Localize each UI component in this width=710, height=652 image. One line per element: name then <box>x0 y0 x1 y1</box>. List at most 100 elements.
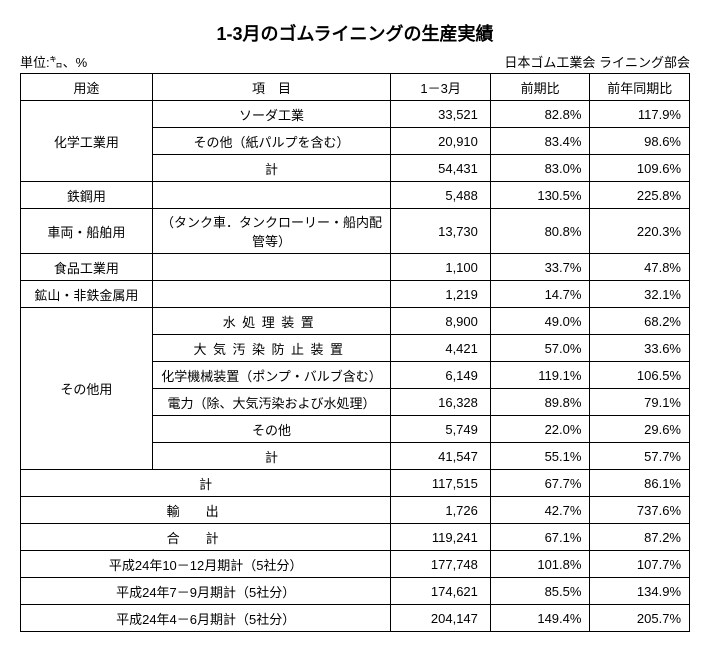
unit-label: 単位:㌔、% <box>20 52 87 71</box>
production-table: 用途 項 目 1－3月 前期比 前年同期比 化学工業用 ソーダ工業 33,521… <box>20 73 690 632</box>
row-h24q3: 平成24年7－9月期計（5社分） <box>21 578 391 605</box>
row-h24q4: 平成24年10－12月期計（5社分） <box>21 551 391 578</box>
pct-cell: 29.6% <box>590 416 690 443</box>
pct-cell: 80.8% <box>490 209 590 254</box>
item-label: 大気汚染防止装置 <box>152 335 391 362</box>
pct-cell: 107.7% <box>590 551 690 578</box>
row-grand: 合計 <box>21 524 391 551</box>
col-item: 項 目 <box>152 74 391 101</box>
pct-cell: 106.5% <box>590 362 690 389</box>
pct-cell: 42.7% <box>490 497 590 524</box>
value-cell: 6,149 <box>391 362 491 389</box>
pct-cell: 22.0% <box>490 416 590 443</box>
item-label: 計 <box>152 443 391 470</box>
pct-cell: 85.5% <box>490 578 590 605</box>
item-label: 水処理装置 <box>152 308 391 335</box>
pct-cell: 117.9% <box>590 101 690 128</box>
value-cell: 8,900 <box>391 308 491 335</box>
cat-mining: 鉱山・非鉄金属用 <box>21 281 153 308</box>
table-row: 鉄鋼用 5,488 130.5% 225.8% <box>21 182 690 209</box>
pct-cell: 220.3% <box>590 209 690 254</box>
item-label <box>152 281 391 308</box>
cat-other: その他用 <box>21 308 153 470</box>
value-cell: 20,910 <box>391 128 491 155</box>
table-row: 食品工業用 1,100 33.7% 47.8% <box>21 254 690 281</box>
cat-chemical: 化学工業用 <box>21 101 153 182</box>
pct-cell: 149.4% <box>490 605 590 632</box>
value-cell: 16,328 <box>391 389 491 416</box>
table-row: 平成24年10－12月期計（5社分） 177,748 101.8% 107.7% <box>21 551 690 578</box>
item-label: 計 <box>152 155 391 182</box>
pct-cell: 130.5% <box>490 182 590 209</box>
item-label <box>152 182 391 209</box>
table-row: 合計 119,241 67.1% 87.2% <box>21 524 690 551</box>
value-cell: 177,748 <box>391 551 491 578</box>
value-cell: 41,547 <box>391 443 491 470</box>
pct-cell: 83.4% <box>490 128 590 155</box>
pct-cell: 57.7% <box>590 443 690 470</box>
pct-cell: 33.6% <box>590 335 690 362</box>
table-row: 平成24年4－6月期計（5社分） 204,147 149.4% 205.7% <box>21 605 690 632</box>
value-cell: 5,488 <box>391 182 491 209</box>
pct-cell: 82.8% <box>490 101 590 128</box>
pct-cell: 47.8% <box>590 254 690 281</box>
item-label: その他（紙パルプを含む） <box>152 128 391 155</box>
subheader: 単位:㌔、% 日本ゴム工業会 ライニング部会 <box>20 52 690 71</box>
row-total: 計 <box>21 470 391 497</box>
value-cell: 13,730 <box>391 209 491 254</box>
value-cell: 5,749 <box>391 416 491 443</box>
pct-cell: 134.9% <box>590 578 690 605</box>
pct-cell: 83.0% <box>490 155 590 182</box>
pct-cell: 68.2% <box>590 308 690 335</box>
value-cell: 119,241 <box>391 524 491 551</box>
pct-cell: 205.7% <box>590 605 690 632</box>
item-label: 電力（除、大気汚染および水処理） <box>152 389 391 416</box>
row-h24q2: 平成24年4－6月期計（5社分） <box>21 605 391 632</box>
col-yoy: 前年同期比 <box>590 74 690 101</box>
item-label <box>152 254 391 281</box>
cat-food: 食品工業用 <box>21 254 153 281</box>
table-row: 計 117,515 67.7% 86.1% <box>21 470 690 497</box>
row-export: 輸出 <box>21 497 391 524</box>
value-cell: 1,100 <box>391 254 491 281</box>
table-row: 化学工業用 ソーダ工業 33,521 82.8% 117.9% <box>21 101 690 128</box>
pct-cell: 79.1% <box>590 389 690 416</box>
pct-cell: 87.2% <box>590 524 690 551</box>
pct-cell: 101.8% <box>490 551 590 578</box>
pct-cell: 67.1% <box>490 524 590 551</box>
org-label: 日本ゴム工業会 ライニング部会 <box>504 52 690 71</box>
pct-cell: 98.6% <box>590 128 690 155</box>
value-cell: 174,621 <box>391 578 491 605</box>
value-cell: 54,431 <box>391 155 491 182</box>
pct-cell: 33.7% <box>490 254 590 281</box>
col-use: 用途 <box>21 74 153 101</box>
pct-cell: 55.1% <box>490 443 590 470</box>
value-cell: 117,515 <box>391 470 491 497</box>
table-header-row: 用途 項 目 1－3月 前期比 前年同期比 <box>21 74 690 101</box>
pct-cell: 89.8% <box>490 389 590 416</box>
pct-cell: 14.7% <box>490 281 590 308</box>
pct-cell: 86.1% <box>590 470 690 497</box>
cat-vehicle: 車両・船舶用 <box>21 209 153 254</box>
table-row: 平成24年7－9月期計（5社分） 174,621 85.5% 134.9% <box>21 578 690 605</box>
pct-cell: 225.8% <box>590 182 690 209</box>
item-label: その他 <box>152 416 391 443</box>
item-label: 化学機械装置（ポンプ・バルブ含む） <box>152 362 391 389</box>
value-cell: 1,726 <box>391 497 491 524</box>
pct-cell: 67.7% <box>490 470 590 497</box>
pct-cell: 119.1% <box>490 362 590 389</box>
page-title: 1-3月のゴムライニングの生産実績 <box>20 20 690 46</box>
pct-cell: 57.0% <box>490 335 590 362</box>
pct-cell: 109.6% <box>590 155 690 182</box>
table-row: 鉱山・非鉄金属用 1,219 14.7% 32.1% <box>21 281 690 308</box>
table-row: 輸出 1,726 42.7% 737.6% <box>21 497 690 524</box>
table-row: その他用 水処理装置 8,900 49.0% 68.2% <box>21 308 690 335</box>
col-period: 1－3月 <box>391 74 491 101</box>
value-cell: 204,147 <box>391 605 491 632</box>
table-row: 車両・船舶用 （タンク車．タンクローリー・船内配管等） 13,730 80.8%… <box>21 209 690 254</box>
col-prev: 前期比 <box>490 74 590 101</box>
value-cell: 33,521 <box>391 101 491 128</box>
value-cell: 1,219 <box>391 281 491 308</box>
pct-cell: 32.1% <box>590 281 690 308</box>
pct-cell: 49.0% <box>490 308 590 335</box>
